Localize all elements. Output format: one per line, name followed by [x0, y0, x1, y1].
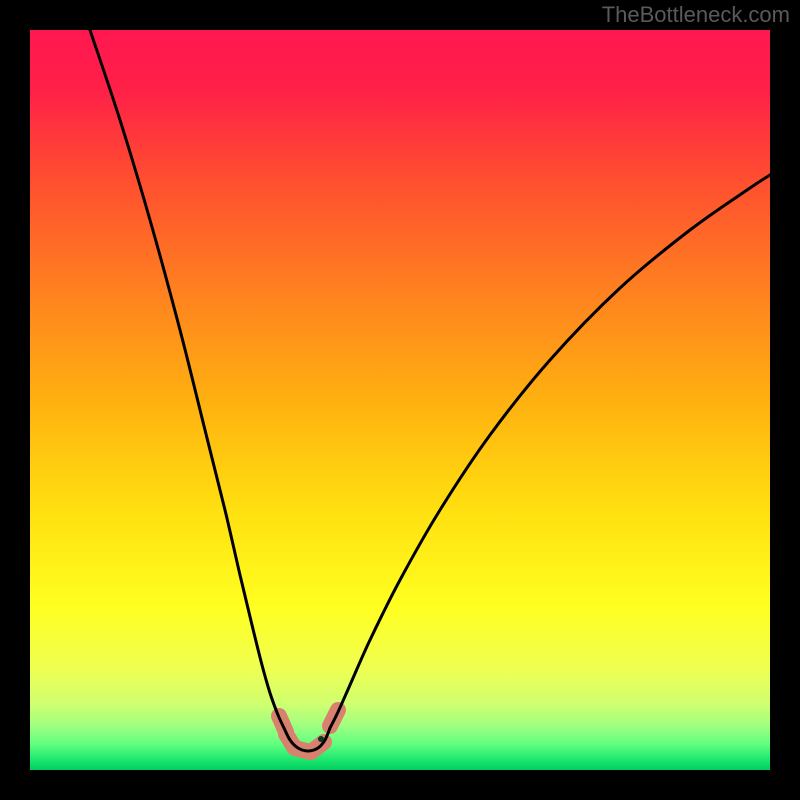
- plot-area: [30, 30, 770, 770]
- watermark-text: TheBottleneck.com: [602, 2, 790, 28]
- chart-container: TheBottleneck.com: [0, 0, 800, 800]
- curve-line: [90, 30, 770, 751]
- bottleneck-curve: [30, 30, 770, 770]
- apex-dot: [318, 736, 324, 742]
